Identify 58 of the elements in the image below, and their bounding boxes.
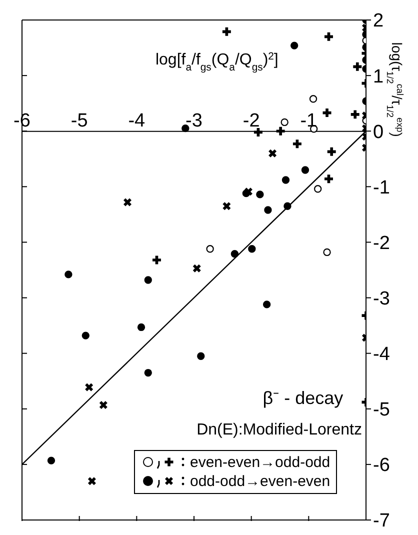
point xyxy=(262,300,271,308)
point xyxy=(192,264,201,272)
x-tick-label: -2 xyxy=(242,110,260,132)
text: Dn(E):Modified-Lorentz xyxy=(196,422,362,439)
x-tick-label: -4 xyxy=(128,110,146,132)
y-tick-label: 2 xyxy=(373,10,384,32)
point xyxy=(230,250,239,258)
legend-label: odd-odd→even-even xyxy=(190,472,330,491)
point xyxy=(280,118,288,126)
point xyxy=(327,147,336,156)
point xyxy=(222,27,231,36)
point xyxy=(47,456,56,464)
point xyxy=(284,202,292,210)
y-tick-label: -7 xyxy=(373,510,390,532)
text: log[f$_{a}$/f$_{gs}$(Q$_{a}$/Q$_{gs}$)$^{2}$] xyxy=(155,51,278,74)
y-tick-label: -1 xyxy=(373,177,390,198)
point xyxy=(301,166,310,174)
point xyxy=(264,206,272,214)
y-tick-label: -3 xyxy=(373,288,390,310)
y-tick-label: -4 xyxy=(373,344,390,366)
point xyxy=(323,248,331,256)
point xyxy=(152,256,161,264)
point xyxy=(144,276,152,284)
point xyxy=(144,368,152,377)
point xyxy=(282,176,290,184)
point xyxy=(350,110,360,119)
y-tick-label: 1 xyxy=(373,66,384,88)
point xyxy=(309,95,318,103)
point xyxy=(222,202,231,210)
point xyxy=(99,401,108,409)
point xyxy=(88,477,96,486)
point xyxy=(353,62,362,71)
x-tick-label: -5 xyxy=(70,110,88,132)
point xyxy=(137,323,146,332)
point xyxy=(256,190,264,198)
y-tick-label: -5 xyxy=(373,400,390,421)
point xyxy=(290,42,298,50)
point xyxy=(64,270,72,278)
point xyxy=(85,383,94,392)
point xyxy=(82,332,90,340)
point xyxy=(314,185,322,193)
point xyxy=(324,32,333,41)
y-tick-label: -6 xyxy=(373,455,390,476)
legend-label: even-even→odd-odd xyxy=(190,452,330,472)
point xyxy=(324,174,333,184)
point xyxy=(322,108,332,118)
point xyxy=(276,126,285,136)
x-tick-label: -3 xyxy=(186,110,202,132)
point xyxy=(123,198,132,206)
point xyxy=(292,140,302,148)
point xyxy=(248,245,256,253)
point xyxy=(197,352,205,360)
text: β⁻ - decay xyxy=(262,388,344,408)
y-tick-label: -2 xyxy=(373,232,390,254)
point xyxy=(254,128,262,136)
point xyxy=(268,149,277,158)
point xyxy=(206,245,214,253)
y-tick-label: 0 xyxy=(373,122,384,143)
